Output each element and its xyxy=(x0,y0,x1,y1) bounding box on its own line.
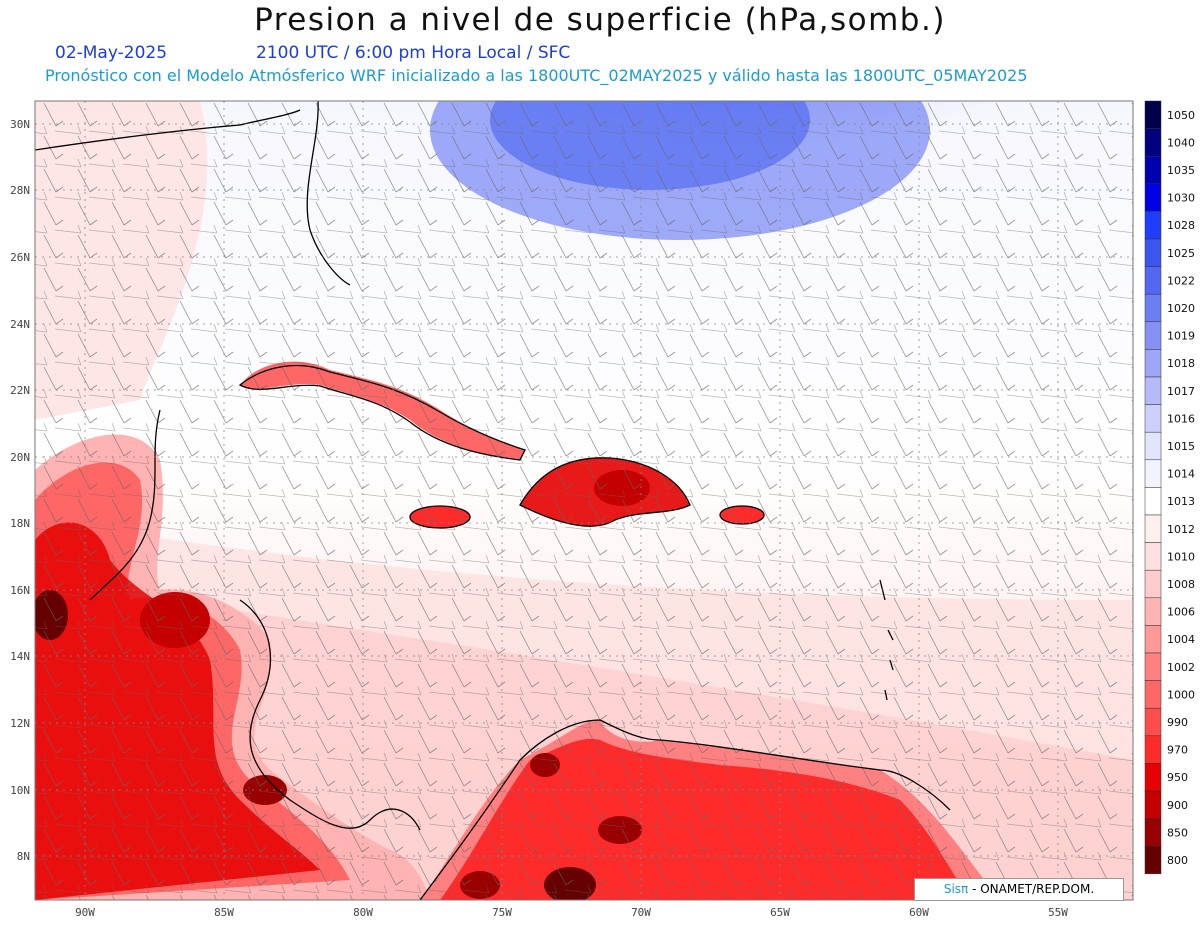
colorbar-swatch xyxy=(1144,790,1162,819)
colorbar-swatch xyxy=(1144,293,1162,323)
colorbar-swatch xyxy=(1144,514,1162,543)
lat-tick: 28N xyxy=(10,184,30,197)
latitude-axis: 30N 28N 26N 24N 22N 20N 18N 16N 14N 12N … xyxy=(10,118,30,863)
colorbar-label: 1004 xyxy=(1167,633,1195,646)
colorbar-label: 1025 xyxy=(1167,247,1195,260)
colorbar-swatch xyxy=(1144,845,1162,875)
colorbar-swatch xyxy=(1144,569,1162,599)
lon-tick: 60W xyxy=(909,906,929,919)
lon-tick: 90W xyxy=(75,906,95,919)
colorbar-swatch xyxy=(1144,818,1162,847)
colorbar-label: 1012 xyxy=(1167,523,1195,536)
credit-badge: Sisπ - ONAMET/REP.DOM. xyxy=(914,878,1124,901)
colorbar-label: 850 xyxy=(1167,826,1188,839)
graticule xyxy=(35,101,1133,900)
lon-tick: 75W xyxy=(492,906,512,919)
colorbar-label: 1000 xyxy=(1167,688,1195,701)
colorbar-swatch xyxy=(1144,542,1162,571)
lat-tick: 8N xyxy=(17,850,30,863)
colorbar-label: 1040 xyxy=(1167,136,1195,149)
map-title: Presion a nivel de superficie (hPa,somb.… xyxy=(254,2,946,38)
colorbar-label: 1014 xyxy=(1167,468,1195,481)
colorbar-label: 1020 xyxy=(1167,302,1195,315)
lat-tick: 16N xyxy=(10,584,30,597)
colorbar-label: 1050 xyxy=(1167,109,1195,122)
colorbar-swatch xyxy=(1144,763,1162,792)
colorbar-label: 1018 xyxy=(1167,357,1195,370)
colorbar-label: 1015 xyxy=(1167,440,1195,453)
colorbar-swatch xyxy=(1144,597,1162,626)
lon-tick: 55W xyxy=(1048,906,1068,919)
colorbar-swatch xyxy=(1144,707,1162,737)
colorbar-label: 1035 xyxy=(1167,164,1195,177)
colorbar-label: 1028 xyxy=(1167,219,1195,232)
forecast-time: 2100 UTC / 6:00 pm Hora Local / SFC xyxy=(256,43,571,63)
colorbar-label: 1002 xyxy=(1167,661,1195,674)
model-info: Pronóstico con el Modelo Atmósferico WRF… xyxy=(45,66,1028,85)
lon-tick: 85W xyxy=(214,906,234,919)
lon-tick: 80W xyxy=(353,906,373,919)
colorbar-swatch xyxy=(1144,349,1162,378)
colorbar-swatch xyxy=(1144,735,1162,764)
colorbar-swatch xyxy=(1144,238,1162,267)
colorbar-label: 1008 xyxy=(1167,578,1195,591)
colorbar-swatch xyxy=(1144,431,1162,461)
lat-tick: 20N xyxy=(10,451,30,464)
colorbar-label: 1022 xyxy=(1167,274,1195,287)
lat-tick: 10N xyxy=(10,784,30,797)
colorbar-label: 1016 xyxy=(1167,412,1195,425)
lat-tick: 30N xyxy=(10,118,30,131)
lon-tick: 65W xyxy=(770,906,790,919)
lat-tick: 12N xyxy=(10,717,30,730)
lat-tick: 26N xyxy=(10,251,30,264)
lat-tick: 24N xyxy=(10,318,30,331)
colorbar-label: 900 xyxy=(1167,799,1188,812)
colorbar-swatch xyxy=(1144,652,1162,681)
credit-text: - ONAMET/REP.DOM. xyxy=(968,882,1095,896)
pressure-field xyxy=(35,101,1133,900)
lat-tick: 22N xyxy=(10,384,30,397)
colorbar-swatch xyxy=(1144,680,1162,709)
colorbar-label: 1010 xyxy=(1167,550,1195,563)
colorbar-label: 1013 xyxy=(1167,495,1195,508)
colorbar-label: 1006 xyxy=(1167,606,1195,619)
longitude-axis: 90W 85W 80W 75W 70W 65W 60W 55W xyxy=(75,906,1068,919)
colorbar-swatch xyxy=(1144,487,1162,516)
colorbar-swatch xyxy=(1144,266,1162,295)
colorbar-swatch xyxy=(1144,625,1162,654)
colorbar-swatch xyxy=(1144,321,1162,350)
colorbar-swatch xyxy=(1144,128,1162,157)
colorbar-label: 1019 xyxy=(1167,330,1195,343)
map-frame xyxy=(34,100,1134,901)
colorbar-swatch xyxy=(1144,183,1162,212)
lon-tick: 70W xyxy=(631,906,651,919)
colorbar-swatch xyxy=(1144,459,1162,488)
colorbar-swatch xyxy=(1144,211,1162,240)
lat-tick: 14N xyxy=(10,650,30,663)
colorbar-label: 970 xyxy=(1167,744,1188,757)
colorbar-label: 990 xyxy=(1167,716,1188,729)
pressure-colorbar: 1050 1040 1035 1030 1028 1025 1022 1020 1019 1018… xyxy=(1144,100,1195,875)
colorbar-swatch xyxy=(1144,404,1162,433)
colorbar-swatch xyxy=(1144,155,1162,185)
sis-logo: Sisπ xyxy=(943,882,969,896)
colorbar-label: 1017 xyxy=(1167,385,1195,398)
colorbar-label: 800 xyxy=(1167,854,1188,867)
forecast-date: 02-May-2025 xyxy=(55,43,168,63)
colorbar-swatch xyxy=(1144,376,1162,405)
colorbar-label: 950 xyxy=(1167,771,1188,784)
colorbar-label: 1030 xyxy=(1167,192,1195,205)
lat-tick: 18N xyxy=(10,517,30,530)
colorbar-swatch xyxy=(1144,100,1162,129)
